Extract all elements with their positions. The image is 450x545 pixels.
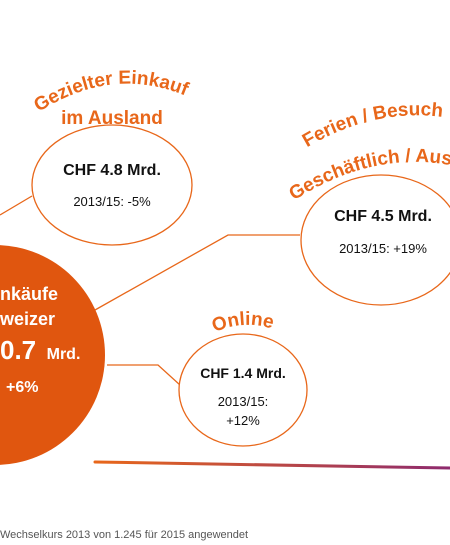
bubble-3-title: Online (209, 309, 276, 337)
bubble-1-outline (31, 124, 193, 246)
bubble-1-change: 2013/15: -5% (73, 194, 151, 209)
bubble-2-change: 2013/15: +19% (339, 241, 427, 256)
connector-line-2 (94, 234, 300, 311)
bubble-3-value: CHF 1.4 Mrd. (200, 365, 286, 381)
main-bubble-value-unit: Mrd. (47, 346, 81, 363)
main-bubble-line1: nkäufe (0, 284, 58, 304)
bubble-2-value: CHF 4.5 Mrd. (334, 208, 432, 225)
bubble-3-title-path: Online (209, 309, 276, 337)
main-bubble-change: +6% (6, 379, 38, 396)
main-bubble-value-number: 0.7 (0, 335, 36, 365)
main-bubble (0, 245, 105, 465)
footnote: Wechselkurs 2013 von 1.245 für 2015 ange… (0, 529, 249, 541)
main-bubble-value: 0.7 Mrd. (0, 335, 80, 365)
bubble-2-title-line1: Ferien / Besuch (299, 99, 444, 151)
bubble-3-change-line1: 2013/15: (218, 394, 269, 409)
bubble-3-outline (178, 333, 308, 447)
bottom-line (93, 460, 450, 470)
connector-line-1 (0, 195, 33, 216)
bubble-2-title-line1-path: Ferien / Besuch (299, 99, 444, 151)
connector-line-3 (107, 364, 181, 386)
bubble-1-value: CHF 4.8 Mrd. (63, 162, 161, 179)
bubble-3-change-line2: +12% (226, 413, 260, 428)
main-bubble-line2: weizer (0, 309, 55, 329)
bubble-2-outline (300, 174, 450, 306)
bubble-1-title-line2: im Ausland (61, 108, 163, 129)
